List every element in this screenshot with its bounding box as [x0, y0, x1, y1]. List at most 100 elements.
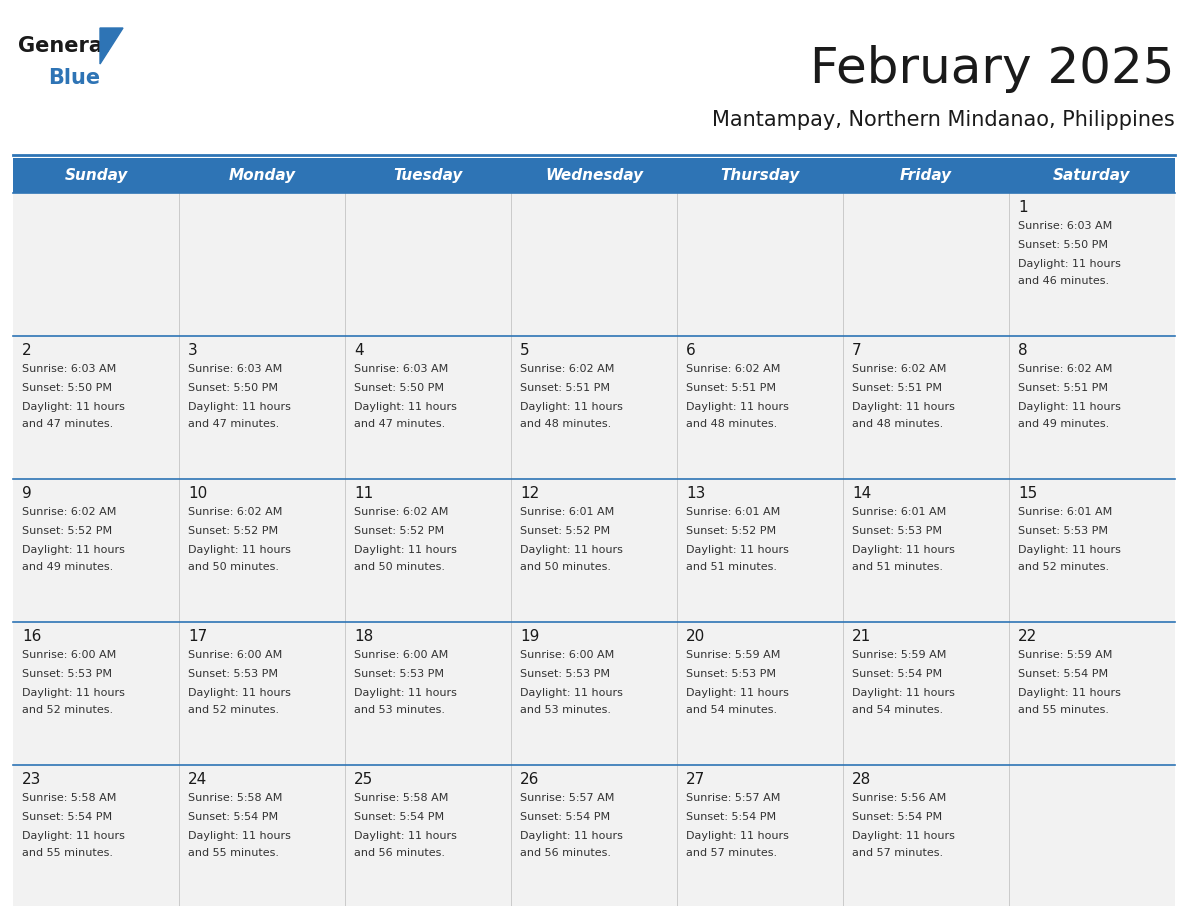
- Text: February 2025: February 2025: [810, 45, 1175, 93]
- Text: Daylight: 11 hours: Daylight: 11 hours: [188, 402, 291, 412]
- Text: Sunrise: 6:02 AM: Sunrise: 6:02 AM: [685, 364, 781, 374]
- Text: General: General: [18, 36, 110, 56]
- Text: and 57 minutes.: and 57 minutes.: [685, 848, 777, 858]
- Text: Daylight: 11 hours: Daylight: 11 hours: [1018, 402, 1120, 412]
- Bar: [13, 479, 1175, 622]
- Text: Sunset: 5:53 PM: Sunset: 5:53 PM: [23, 669, 112, 679]
- Text: Daylight: 11 hours: Daylight: 11 hours: [520, 402, 623, 412]
- Text: Daylight: 11 hours: Daylight: 11 hours: [852, 545, 955, 555]
- Text: and 55 minutes.: and 55 minutes.: [1018, 705, 1110, 715]
- Text: Daylight: 11 hours: Daylight: 11 hours: [23, 402, 125, 412]
- Text: and 48 minutes.: and 48 minutes.: [520, 419, 612, 429]
- Text: 9: 9: [23, 486, 32, 501]
- Text: Daylight: 11 hours: Daylight: 11 hours: [685, 688, 789, 698]
- Text: Sunrise: 6:03 AM: Sunrise: 6:03 AM: [23, 364, 116, 374]
- Bar: [13, 336, 1175, 479]
- Text: Sunrise: 5:59 AM: Sunrise: 5:59 AM: [685, 650, 781, 660]
- Text: Sunset: 5:51 PM: Sunset: 5:51 PM: [520, 383, 609, 393]
- Text: 12: 12: [520, 486, 539, 501]
- Text: Sunset: 5:54 PM: Sunset: 5:54 PM: [520, 812, 611, 822]
- Text: 6: 6: [685, 343, 696, 358]
- Text: and 53 minutes.: and 53 minutes.: [354, 705, 446, 715]
- Text: 7: 7: [852, 343, 861, 358]
- Text: 20: 20: [685, 629, 706, 644]
- Text: and 57 minutes.: and 57 minutes.: [852, 848, 943, 858]
- Text: and 50 minutes.: and 50 minutes.: [354, 562, 446, 572]
- Text: Sunset: 5:52 PM: Sunset: 5:52 PM: [23, 526, 112, 536]
- Text: Sunrise: 6:01 AM: Sunrise: 6:01 AM: [852, 507, 947, 517]
- Text: Sunrise: 6:00 AM: Sunrise: 6:00 AM: [188, 650, 283, 660]
- Text: Sunrise: 5:57 AM: Sunrise: 5:57 AM: [520, 793, 614, 803]
- Text: Sunrise: 6:02 AM: Sunrise: 6:02 AM: [1018, 364, 1112, 374]
- Text: Sunset: 5:52 PM: Sunset: 5:52 PM: [520, 526, 611, 536]
- Text: Sunset: 5:52 PM: Sunset: 5:52 PM: [188, 526, 278, 536]
- Text: Sunrise: 6:02 AM: Sunrise: 6:02 AM: [188, 507, 283, 517]
- Text: Sunrise: 6:01 AM: Sunrise: 6:01 AM: [1018, 507, 1112, 517]
- Text: 13: 13: [685, 486, 706, 501]
- Text: Daylight: 11 hours: Daylight: 11 hours: [1018, 259, 1120, 269]
- Text: and 50 minutes.: and 50 minutes.: [188, 562, 279, 572]
- Text: Sunrise: 6:01 AM: Sunrise: 6:01 AM: [520, 507, 614, 517]
- Text: Daylight: 11 hours: Daylight: 11 hours: [188, 688, 291, 698]
- Text: and 46 minutes.: and 46 minutes.: [1018, 276, 1110, 286]
- Text: 3: 3: [188, 343, 197, 358]
- Text: Sunrise: 5:58 AM: Sunrise: 5:58 AM: [188, 793, 283, 803]
- Text: and 52 minutes.: and 52 minutes.: [188, 705, 279, 715]
- Bar: [13, 622, 1175, 765]
- Text: 28: 28: [852, 772, 871, 787]
- Text: Wednesday: Wednesday: [545, 168, 643, 183]
- Text: and 56 minutes.: and 56 minutes.: [354, 848, 446, 858]
- Text: Sunrise: 5:57 AM: Sunrise: 5:57 AM: [685, 793, 781, 803]
- Bar: [13, 158, 1175, 193]
- Text: 14: 14: [852, 486, 871, 501]
- Text: Sunset: 5:50 PM: Sunset: 5:50 PM: [354, 383, 444, 393]
- Text: Sunset: 5:51 PM: Sunset: 5:51 PM: [1018, 383, 1108, 393]
- Text: 23: 23: [23, 772, 42, 787]
- Text: Sunset: 5:53 PM: Sunset: 5:53 PM: [520, 669, 609, 679]
- Text: Sunset: 5:54 PM: Sunset: 5:54 PM: [852, 812, 942, 822]
- Text: Daylight: 11 hours: Daylight: 11 hours: [354, 688, 457, 698]
- Text: and 54 minutes.: and 54 minutes.: [852, 705, 943, 715]
- Text: and 51 minutes.: and 51 minutes.: [852, 562, 943, 572]
- Text: Daylight: 11 hours: Daylight: 11 hours: [1018, 545, 1120, 555]
- Text: Tuesday: Tuesday: [393, 168, 462, 183]
- Text: Sunset: 5:53 PM: Sunset: 5:53 PM: [188, 669, 278, 679]
- Text: and 47 minutes.: and 47 minutes.: [354, 419, 446, 429]
- Text: Sunrise: 6:02 AM: Sunrise: 6:02 AM: [23, 507, 116, 517]
- Text: Sunset: 5:53 PM: Sunset: 5:53 PM: [685, 669, 776, 679]
- Text: and 52 minutes.: and 52 minutes.: [23, 705, 113, 715]
- Text: and 51 minutes.: and 51 minutes.: [685, 562, 777, 572]
- Text: Sunrise: 6:01 AM: Sunrise: 6:01 AM: [685, 507, 781, 517]
- Text: Daylight: 11 hours: Daylight: 11 hours: [354, 545, 457, 555]
- Text: Daylight: 11 hours: Daylight: 11 hours: [1018, 688, 1120, 698]
- Text: Daylight: 11 hours: Daylight: 11 hours: [354, 831, 457, 841]
- Text: Daylight: 11 hours: Daylight: 11 hours: [852, 688, 955, 698]
- Text: Sunrise: 5:59 AM: Sunrise: 5:59 AM: [852, 650, 947, 660]
- Text: Sunset: 5:54 PM: Sunset: 5:54 PM: [1018, 669, 1108, 679]
- Text: 27: 27: [685, 772, 706, 787]
- Text: and 48 minutes.: and 48 minutes.: [685, 419, 777, 429]
- Text: Sunset: 5:53 PM: Sunset: 5:53 PM: [1018, 526, 1108, 536]
- Text: Sunset: 5:54 PM: Sunset: 5:54 PM: [354, 812, 444, 822]
- Text: Daylight: 11 hours: Daylight: 11 hours: [23, 545, 125, 555]
- Text: Sunset: 5:50 PM: Sunset: 5:50 PM: [188, 383, 278, 393]
- Text: Daylight: 11 hours: Daylight: 11 hours: [520, 545, 623, 555]
- Text: 17: 17: [188, 629, 207, 644]
- Text: Sunset: 5:54 PM: Sunset: 5:54 PM: [685, 812, 776, 822]
- Text: 15: 15: [1018, 486, 1037, 501]
- Text: Sunrise: 5:58 AM: Sunrise: 5:58 AM: [23, 793, 116, 803]
- Text: 10: 10: [188, 486, 207, 501]
- Text: Sunset: 5:50 PM: Sunset: 5:50 PM: [1018, 240, 1108, 250]
- Text: 11: 11: [354, 486, 373, 501]
- Text: 22: 22: [1018, 629, 1037, 644]
- Text: 4: 4: [354, 343, 364, 358]
- Text: and 49 minutes.: and 49 minutes.: [1018, 419, 1110, 429]
- Text: Sunrise: 5:56 AM: Sunrise: 5:56 AM: [852, 793, 947, 803]
- Text: Sunrise: 6:00 AM: Sunrise: 6:00 AM: [354, 650, 448, 660]
- Text: and 55 minutes.: and 55 minutes.: [188, 848, 279, 858]
- Bar: [13, 765, 1175, 908]
- Text: Friday: Friday: [901, 168, 952, 183]
- Text: Daylight: 11 hours: Daylight: 11 hours: [852, 831, 955, 841]
- Text: 19: 19: [520, 629, 539, 644]
- Text: Sunset: 5:52 PM: Sunset: 5:52 PM: [685, 526, 776, 536]
